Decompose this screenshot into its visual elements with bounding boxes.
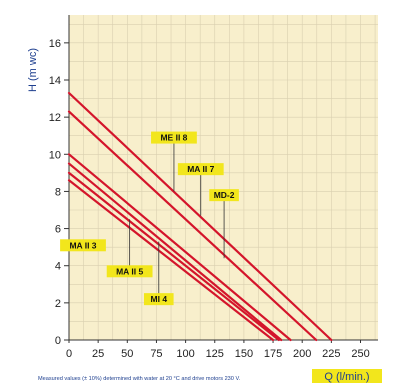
- x-axis-ticks: 0 25 50 75 100 125 150 175 200 225 250: [66, 340, 370, 360]
- axes: [68, 15, 378, 341]
- x-tick-label: 175: [264, 348, 282, 360]
- x-tick-label: 250: [351, 348, 369, 360]
- y-tick-label: 8: [55, 186, 61, 198]
- y-axis-label: H (m wc): [27, 48, 39, 92]
- y-tick-label: 16: [49, 38, 61, 50]
- series-line: [67, 179, 275, 342]
- x-tick-label: 225: [322, 348, 340, 360]
- series-line: [67, 162, 283, 342]
- series-label-background: [60, 239, 106, 252]
- y-tick-label: 14: [49, 75, 61, 87]
- y-tick-label: 10: [49, 149, 61, 161]
- series-labels: ME II 8 MA II 7 MD-2 MA II 3 MA II 5 MI 4: [60, 131, 239, 306]
- series-label: MD-2: [214, 190, 235, 200]
- x-tick-label: 100: [176, 348, 194, 360]
- series-line: [67, 153, 292, 342]
- series-line: [67, 171, 280, 342]
- series-label: ME II 8: [160, 133, 187, 143]
- series-label: MI 4: [151, 294, 168, 304]
- x-axis-label-background: [312, 369, 382, 383]
- x-tick-label: 25: [92, 348, 104, 360]
- x-tick-label: 150: [235, 348, 253, 360]
- series-line: [67, 110, 318, 342]
- y-tick-label: 0: [55, 335, 61, 347]
- x-tick-label: 0: [66, 348, 72, 360]
- grid-lines: [68, 15, 378, 341]
- plot-area: [69, 15, 378, 340]
- x-tick-label: 200: [293, 348, 311, 360]
- series-label-background: [143, 293, 174, 306]
- footnote: Measured values (± 10%) determined with …: [38, 376, 241, 382]
- label-leader-lines: [129, 137, 225, 300]
- series-label-background: [151, 131, 197, 144]
- y-tick-label: 12: [49, 112, 61, 124]
- series-label: MA II 3: [69, 240, 96, 250]
- series-label: MA II 5: [116, 266, 143, 276]
- x-tick-label: 75: [150, 348, 162, 360]
- x-tick-label: 50: [121, 348, 133, 360]
- x-axis-label: Q (l/min.): [324, 371, 369, 383]
- y-tick-label: 2: [55, 298, 61, 310]
- series-label-background: [209, 189, 239, 202]
- x-tick-label: 125: [206, 348, 224, 360]
- series-label: MA II 7: [187, 164, 214, 174]
- y-tick-label: 4: [55, 261, 61, 273]
- series-line: [67, 91, 333, 342]
- series-label-background: [106, 265, 153, 278]
- y-tick-label: 6: [55, 224, 61, 236]
- series-label-background: [177, 163, 224, 176]
- series-lines: [67, 91, 333, 342]
